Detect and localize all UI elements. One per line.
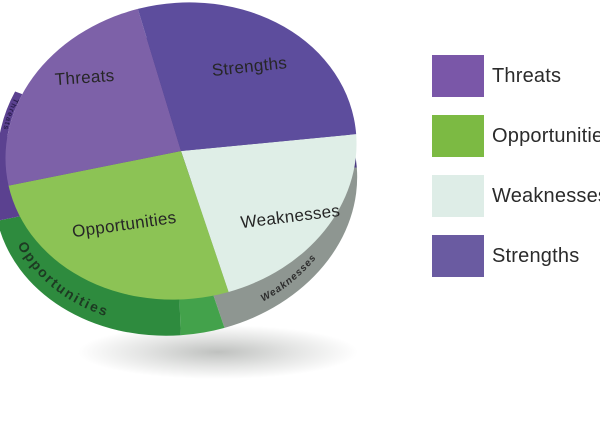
legend-swatch-threats <box>432 55 484 97</box>
legend-swatch-weaknesses <box>432 175 484 217</box>
slice-label-threats: Threats <box>54 66 115 89</box>
pie-slice-threats <box>5 8 181 186</box>
legend-label-strengths: Strengths <box>492 244 580 267</box>
pie-shadow <box>78 325 358 379</box>
legend-item-weaknesses: Weaknesses <box>432 175 600 217</box>
legend-label-opportunities: Opportunities <box>492 124 600 147</box>
legend: Threats Opportunities Weaknesses Strengt… <box>432 55 600 295</box>
pie-slice-opportunities <box>8 151 229 300</box>
legend-swatch-strengths <box>432 235 484 277</box>
pie-slice-strengths <box>137 2 357 151</box>
legend-item-threats: Threats <box>432 55 600 97</box>
pie-side-threats-sliver <box>0 91 23 182</box>
legend-item-opportunities: Opportunities <box>432 115 600 157</box>
pie-slice-weaknesses <box>181 134 357 292</box>
legend-item-strengths: Strengths <box>432 235 600 277</box>
legend-label-threats: Threats <box>492 64 562 87</box>
legend-label-weaknesses: Weaknesses <box>492 184 600 207</box>
legend-swatch-opportunities <box>432 115 484 157</box>
